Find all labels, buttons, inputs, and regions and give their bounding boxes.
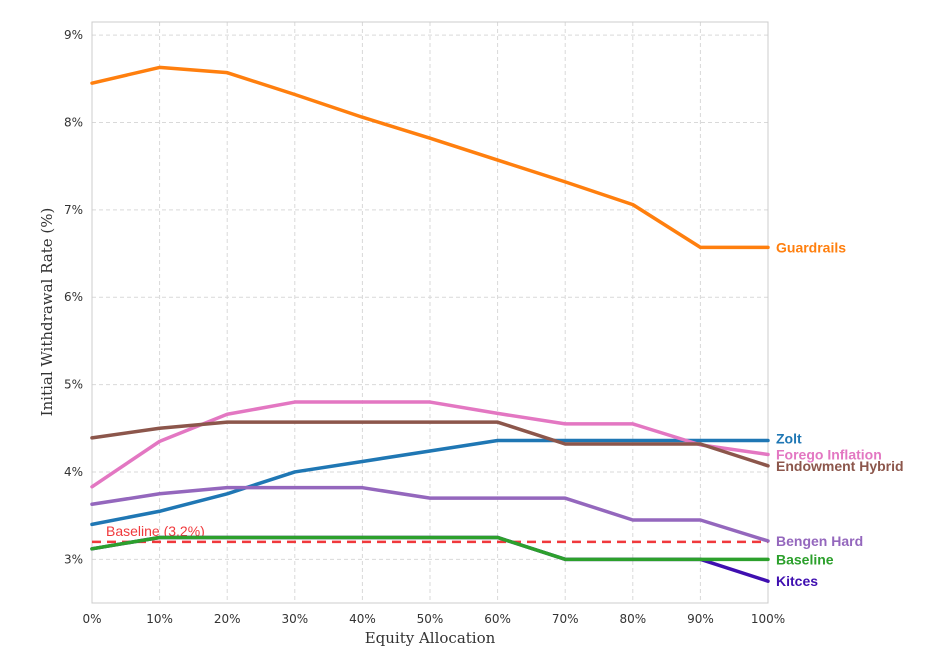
y-tick-label: 3% [64,552,83,566]
series-label-endowment-hybrid: Endowment Hybrid [776,458,904,474]
y-tick-label: 7% [64,203,83,217]
baseline-reference-label: Baseline (3.2%) [106,523,205,539]
y-axis-title: Initial Withdrawal Rate (%) [38,208,56,417]
y-tick-label: 8% [64,115,83,129]
reference-layer: Baseline (3.2%) [92,523,768,544]
series-label-bengen-hard: Bengen Hard [776,533,863,549]
y-tick-label: 4% [64,465,83,479]
series-line-zolt [90,438,770,527]
y-tick-label: 6% [64,290,83,304]
x-tick-label: 0% [82,612,101,626]
series-line-guardrails [90,65,770,250]
axes-layer: 0% 10% 20% 30% 40% 50% 60% 70% 80% 90% 100% 3% 4% 5% 6… [64,21,785,626]
x-tick-label: 10% [146,612,173,626]
plot-frame [91,21,769,604]
x-tick-label: 100% [751,612,785,626]
grid-layer [91,22,769,603]
x-tick-label: 40% [349,612,376,626]
series-label-forego-inflation: Forego Inflation [776,446,882,462]
y-tick-label: 9% [64,28,83,42]
series-label-zolt: Zolt [776,431,802,447]
x-tick-label: 20% [214,612,241,626]
series-label-kitces: Kitces [776,573,818,589]
series-line-endowment-hybrid [90,420,770,468]
x-tick-label: 70% [552,612,579,626]
x-tick-label: 50% [417,612,444,626]
x-tick-label: 30% [281,612,308,626]
series-layer [90,65,770,583]
series-line-baseline [90,535,770,562]
x-axis-title: Equity Allocation [365,629,496,647]
series-label-guardrails: Guardrails [776,239,846,255]
x-tick-label: 60% [484,612,511,626]
series-label-baseline: Baseline [776,551,834,567]
series-line-bengen-hard [90,485,770,543]
x-tick-label: 80% [619,612,646,626]
y-tick-label: 5% [64,378,83,392]
x-tick-label: 90% [687,612,714,626]
